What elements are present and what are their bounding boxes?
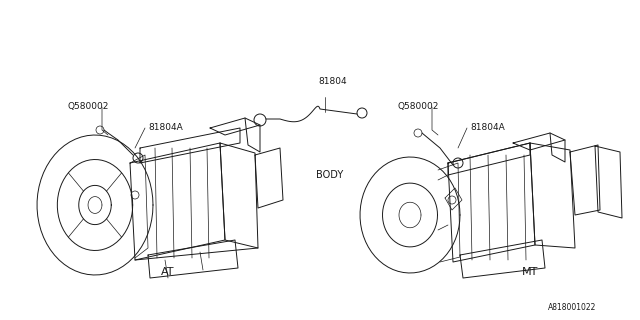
Text: 81804A: 81804A	[470, 124, 505, 132]
Text: Q580002: Q580002	[398, 102, 440, 111]
Text: A818001022: A818001022	[548, 303, 596, 313]
Text: 81804: 81804	[318, 77, 347, 86]
Text: AT: AT	[161, 267, 175, 277]
Text: Q580002: Q580002	[68, 102, 109, 111]
Text: 81804A: 81804A	[148, 124, 183, 132]
Text: BODY: BODY	[316, 170, 344, 180]
Text: MT: MT	[522, 267, 538, 277]
